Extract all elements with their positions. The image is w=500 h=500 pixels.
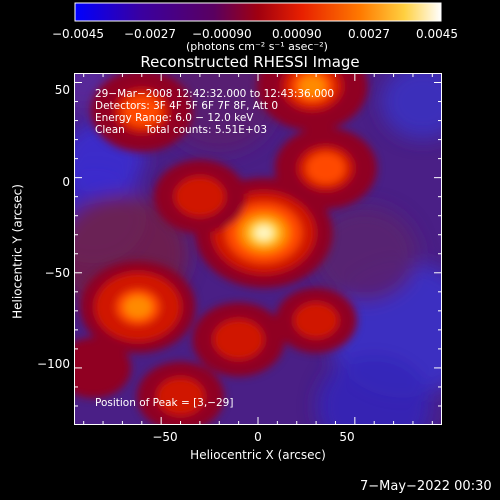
chart-title: Reconstructed RHESSI Image: [140, 53, 360, 71]
heatmap-source-6: [213, 319, 264, 360]
heatmap-source-5: [174, 176, 226, 217]
y-axis-label: Heliocentric Y (arcsec): [10, 184, 25, 319]
heatmap-source-0: [254, 225, 273, 240]
colorbar-tick-5: 0.0027: [348, 27, 390, 41]
annotation-time: 29−Mar−2008 12:42:32.000 to 12:43:36.000: [95, 88, 335, 100]
colorbar-tick-2: −0.0027: [124, 27, 177, 41]
heatmap-source-3: [122, 95, 162, 127]
annotation-energy: Energy Range: 6.0 − 12.0 keV: [95, 112, 254, 124]
plot-frame: [74, 73, 442, 425]
background-blob: [311, 206, 418, 302]
colorbar: [74, 2, 442, 22]
y-tick-label-neg100: −100: [37, 357, 70, 371]
heatmap-plot: [74, 73, 442, 425]
background-blob: [317, 354, 432, 425]
colorbar-tick-4: 0.00090: [272, 27, 322, 41]
x-tick-label-neg50: −50: [152, 430, 178, 444]
annotation-method: Clean: [95, 124, 125, 136]
colorbar-fill: [74, 2, 442, 22]
background-blob: [162, 73, 277, 153]
x-tick-label-0: 0: [254, 430, 262, 444]
x-axis-label: Heliocentric X (arcsec): [190, 448, 326, 462]
y-tick-label-neg50: −50: [44, 266, 70, 280]
annotation-detectors: Detectors: 3F 4F 5F 6F 7F 8F, Att 0: [95, 100, 279, 112]
annotation-counts: Total counts: 5.51E+03: [145, 124, 268, 136]
x-tick-label-50: 50: [339, 430, 355, 444]
annotation-peak: Position of Peak = [3,−29]: [95, 397, 234, 409]
heatmap-source-4: [306, 152, 346, 184]
background-blob: [380, 73, 442, 139]
heatmap-source-1: [124, 295, 152, 319]
heatmap-source-7: [293, 302, 339, 339]
footer-date: 7−May−2022 00:30: [360, 479, 492, 494]
colorbar-unit-label: (photons cm⁻² s⁻¹ asec⁻²): [186, 40, 328, 53]
heatmap-source-2: [298, 75, 326, 97]
y-tick-label-50: 50: [54, 83, 70, 97]
colorbar-tick-6: 0.0045: [416, 27, 458, 41]
heatmap-source-9: [156, 377, 205, 416]
heatmap-source-8: [74, 345, 122, 391]
colorbar-tick-1: −0.0045: [52, 27, 105, 41]
colorbar-tick-3: −0.00090: [192, 27, 252, 41]
y-tick-label-0: 0: [62, 175, 70, 189]
